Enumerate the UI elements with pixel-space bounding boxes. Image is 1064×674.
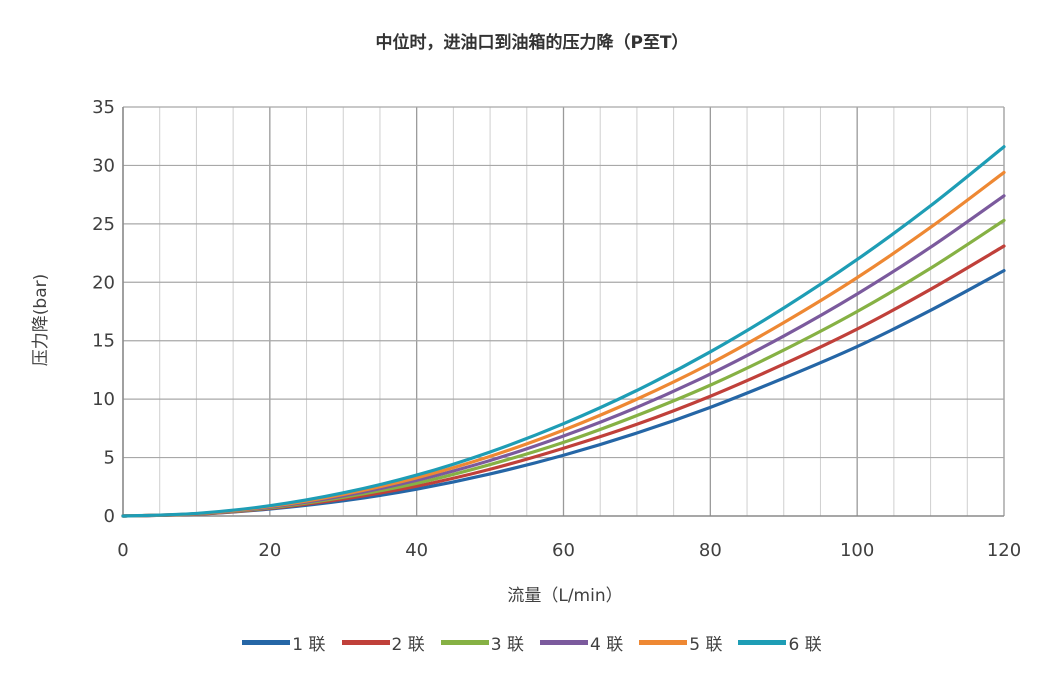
- y-tick-label: 20: [92, 272, 115, 293]
- legend-label: 2 联: [391, 635, 425, 655]
- series-lines: [121, 145, 1006, 518]
- legend-swatch: [639, 640, 688, 645]
- legend-swatch: [440, 640, 489, 645]
- x-tick-label: 0: [117, 540, 128, 561]
- legend-item-4: 4 联: [540, 630, 623, 655]
- legend-swatch: [242, 640, 291, 645]
- legend-label: 6 联: [788, 635, 822, 655]
- legend-item-2: 2 联: [341, 630, 425, 655]
- x-axis-label: 流量（L/min）: [507, 586, 622, 606]
- y-tick-label: 30: [92, 155, 115, 176]
- legend-label: 3 联: [490, 635, 524, 655]
- y-tick-label: 15: [92, 331, 115, 352]
- legend-swatch: [540, 640, 588, 645]
- x-tick-label: 40: [405, 540, 428, 561]
- legend-item-3: 3 联: [440, 630, 524, 655]
- legend-label: 1 联: [292, 635, 326, 655]
- y-tick-label: 10: [92, 389, 115, 410]
- x-tick-label: 120: [987, 540, 1021, 561]
- legend-item-5: 5 联: [639, 630, 722, 655]
- grid-lines: [122, 106, 1005, 516]
- x-tick-label: 20: [258, 540, 281, 561]
- legend-item-1: 1 联: [242, 630, 326, 655]
- y-tick-label: 35: [92, 97, 115, 118]
- legend-label: 5 联: [689, 635, 723, 655]
- x-tick-label: 100: [840, 540, 874, 561]
- legend-swatch: [738, 640, 787, 645]
- axes: 0 5 10 15 20 25 30 35 0 20 40 60 80 100 120: [92, 97, 1021, 561]
- x-tick-label: 60: [552, 540, 575, 561]
- series-line-6: [121, 145, 1006, 518]
- y-tick-label: 5: [104, 448, 115, 469]
- legend-swatch: [341, 640, 390, 645]
- y-axis-label: 压力降(bar): [31, 274, 51, 366]
- legend-item-6: 6 联: [738, 630, 822, 655]
- y-tick-label: 0: [104, 506, 115, 527]
- y-tick-label: 25: [92, 214, 115, 235]
- x-tick-label: 80: [699, 540, 722, 561]
- legend-label: 4 联: [590, 635, 624, 655]
- legend: 1 联 2 联 3 联 4 联 5 联 6 联: [0, 630, 1064, 655]
- chart-title: 中位时，进油口到油箱的压力降（P至T）: [375, 33, 689, 53]
